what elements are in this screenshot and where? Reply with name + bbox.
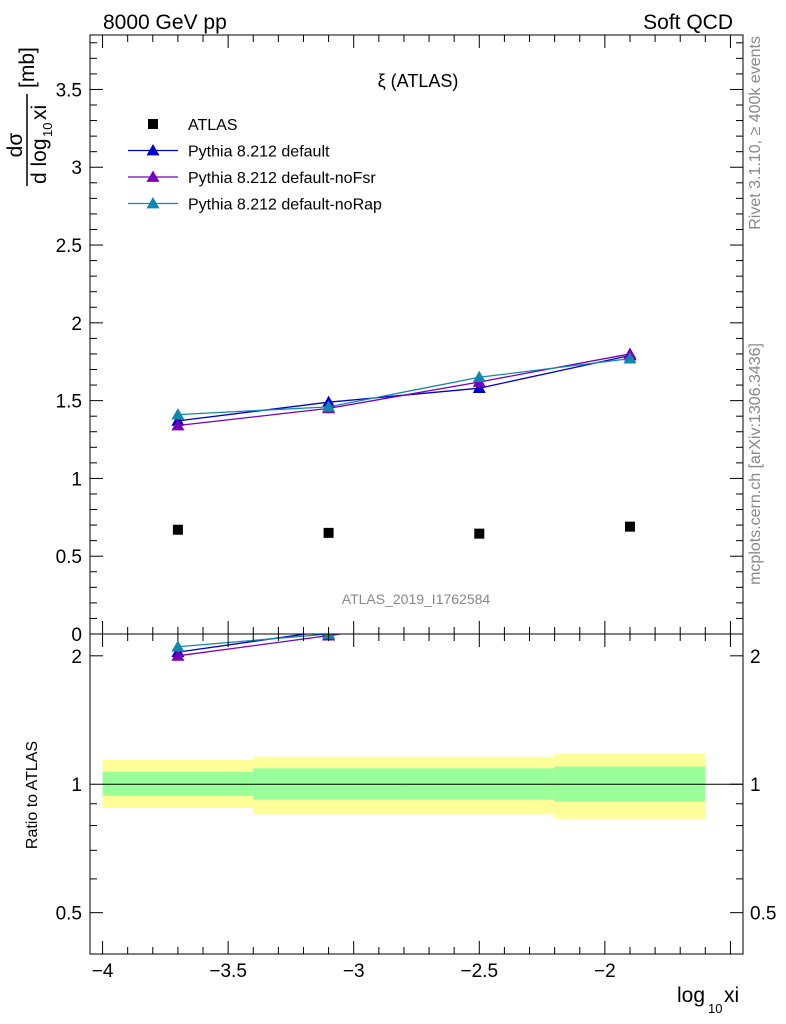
ratio-bands: [102, 753, 743, 819]
main-point-noFsr-0: [171, 419, 185, 431]
xlabel-subscript: 10: [708, 1001, 722, 1016]
y-tick-label-ratio-right: 1: [750, 775, 761, 796]
ratio-point-noFsr-3: [623, 600, 636, 611]
main-point-noRap-0: [171, 408, 185, 420]
ylabel-unit: [mb]: [16, 47, 39, 88]
y-tick-label-main: 3.5: [56, 80, 82, 101]
y-tick-label-ratio-left: 0.5: [56, 904, 82, 925]
mcplots-label: mcplots.cern.ch [arXiv:1306.3436]: [747, 343, 764, 585]
atlas-point-1: [323, 527, 334, 538]
x-axis-label: log 10 xi: [677, 984, 739, 1016]
x-tick-label: −2.5: [461, 961, 499, 982]
ratio-point-noFsr-2: [473, 607, 486, 618]
y-axis-label-main: dσ d log 10 xi [mb]: [4, 47, 55, 186]
legend-label-noFsr: Pythia 8.212 default-noFsr: [188, 170, 376, 187]
x-tick-label: −4: [92, 961, 114, 982]
legend-marker-atlas: [148, 119, 158, 129]
ylabel-denominator-var: xi: [28, 105, 51, 120]
legend-marker-noFsr: [146, 170, 160, 182]
ratio-line-noFsr: [177, 634, 345, 657]
y-tick-label-main: 1: [71, 469, 82, 490]
atlas-point-2: [474, 528, 485, 539]
header-left: 8000 GeV pp: [103, 11, 227, 34]
x-tick-label: −3.5: [209, 961, 247, 982]
xlabel-log: log: [677, 984, 705, 1007]
y-tick-label-main: 2.5: [56, 236, 82, 257]
legend: ATLAS Pythia 8.212 default Pythia 8.212 de…: [128, 117, 382, 214]
axis-ticks: [90, 35, 743, 955]
legend-marker-noRap: [146, 197, 160, 209]
watermark: ATLAS_2019_I1762584: [342, 591, 491, 607]
y-tick-label-main: 0: [71, 625, 82, 646]
ratio-band-inner-0: [102, 771, 254, 796]
legend-marker-default: [146, 144, 160, 156]
ylabel-denominator: d log: [28, 138, 51, 184]
xlabel-var: xi: [724, 984, 739, 1007]
y-tick-label-ratio-left: 1: [71, 775, 82, 796]
y-tick-label-main: 2: [71, 314, 82, 335]
atlas-point-3: [624, 521, 635, 532]
main-point-noRap-2: [472, 370, 486, 383]
rivet-label: Rivet 3.1.10, ≥ 400k events: [747, 36, 764, 230]
axis-tick-labels: −4 −3.5 −3 −2.5 −2 0 0.5 1 1.5 2 2.5 3 3.5 0.5 0.5 1 1 2 2: [56, 80, 777, 982]
main-line-noRap: [177, 357, 631, 416]
ratio-panel-frame: [89, 633, 744, 955]
y-tick-label-main: 1.5: [56, 392, 82, 413]
ratio-point-default-3: [623, 601, 636, 612]
y-tick-label-main: 0.5: [56, 547, 82, 568]
main-panel-lines: [171, 347, 637, 539]
y-tick-label-ratio-left: 2: [71, 647, 82, 668]
legend-label-atlas: ATLAS: [188, 117, 238, 134]
atlas-point-0: [172, 524, 183, 535]
y-tick-label-ratio-right: 0.5: [750, 904, 776, 925]
x-tick-label: −3: [343, 961, 365, 982]
ylabel-numerator: dσ: [4, 133, 27, 158]
main-line-noFsr: [177, 353, 631, 427]
x-tick-label: −2: [594, 961, 616, 982]
ylabel-denominator-subscript: 10: [40, 123, 55, 137]
header-right: Soft QCD: [643, 11, 733, 34]
ratio-point-noRap-3: [623, 603, 636, 614]
legend-label-default: Pythia 8.212 default: [188, 144, 330, 161]
main-point-default-2: [472, 381, 486, 394]
y-axis-label-ratio: Ratio to ATLAS: [24, 741, 41, 849]
ratio-line-default: [177, 634, 311, 653]
plot-title: ξ (ATLAS): [378, 71, 459, 91]
main-point-noRap-3: [623, 352, 637, 364]
ratio-point-noRap-0: [171, 640, 185, 652]
y-tick-label-main: 3: [71, 158, 82, 179]
legend-label-noRap: Pythia 8.212 default-noRap: [188, 197, 382, 214]
y-tick-label-ratio-right: 2: [750, 647, 761, 668]
ratio-point-noFsr-0: [171, 649, 185, 661]
main-point-noRap-1: [322, 400, 336, 412]
